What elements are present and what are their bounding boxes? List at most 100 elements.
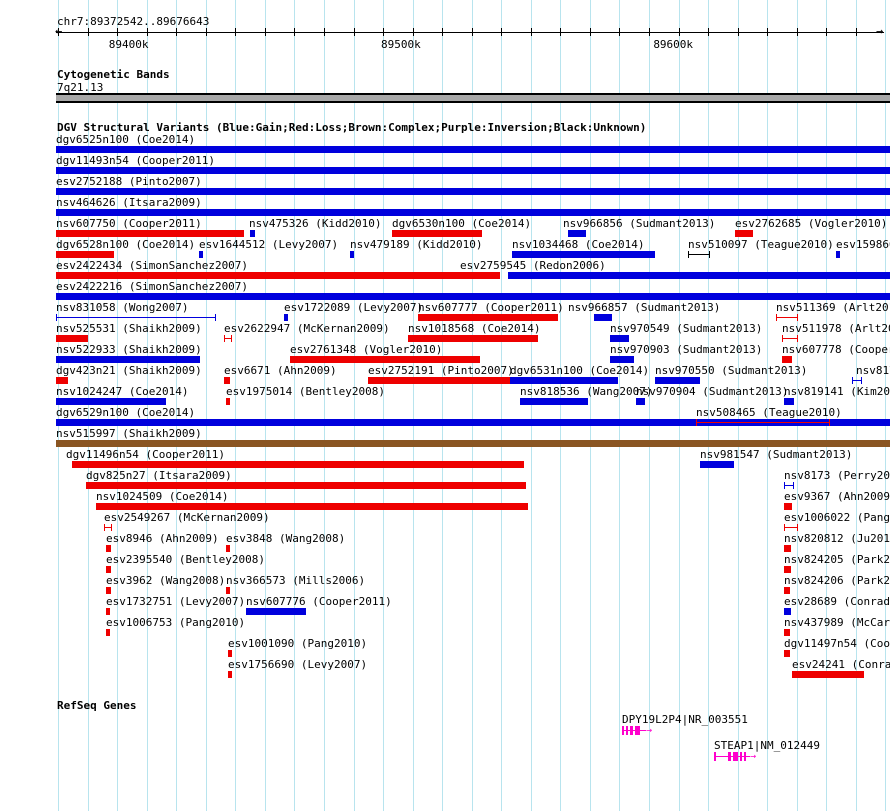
dgv-feature-bar[interactable]	[246, 608, 306, 615]
dgv-feature-bar[interactable]	[784, 566, 791, 573]
dgv-feature-bar[interactable]	[228, 650, 232, 657]
dgv-feature-label: esv6671 (Ahn2009)	[224, 364, 337, 377]
dgv-feature-bar[interactable]	[636, 398, 645, 405]
dgv-feature-bar[interactable]	[776, 314, 798, 321]
dgv-feature-bar[interactable]	[655, 377, 700, 384]
dgv-feature-label: esv3848 (Wang2008)	[226, 532, 346, 545]
dgv-feature-label: esv1598667 (Korbel2007)	[836, 238, 890, 251]
dgv-feature-bar[interactable]	[199, 251, 203, 258]
dgv-feature-bar[interactable]	[56, 314, 216, 321]
gene-exon	[622, 726, 624, 735]
dgv-feature-bar[interactable]	[56, 377, 68, 384]
dgv-feature-bar[interactable]	[56, 440, 890, 447]
dgv-feature-bar[interactable]	[784, 608, 791, 615]
dgv-feature-bar[interactable]	[610, 335, 629, 342]
dgv-feature-bar[interactable]	[610, 356, 634, 363]
dgv-feature-bar[interactable]	[226, 398, 230, 405]
gridline	[619, 0, 620, 811]
dgv-feature-bar[interactable]	[56, 356, 200, 363]
dgv-feature-bar[interactable]	[290, 356, 480, 363]
refseq-gene-model[interactable]: →	[714, 752, 756, 762]
ruler-tick	[324, 28, 325, 36]
dgv-feature-label: nsv464626 (Itsara2009)	[56, 196, 202, 209]
dgv-feature-bar[interactable]	[106, 566, 111, 573]
dgv-feature-bar[interactable]	[696, 419, 830, 426]
dgv-feature-bar[interactable]	[224, 335, 232, 342]
dgv-feature-bar[interactable]	[106, 587, 111, 594]
dgv-feature-label: nsv607778 (Cooper2011)	[782, 343, 890, 356]
dgv-feature-bar[interactable]	[784, 524, 798, 531]
ruler-tick	[206, 28, 207, 36]
dgv-feature-bar[interactable]	[56, 398, 166, 405]
dgv-feature-bar[interactable]	[792, 671, 864, 678]
dgv-feature-bar[interactable]	[56, 293, 890, 300]
dgv-feature-bar[interactable]	[782, 335, 798, 342]
dgv-feature-bar[interactable]	[104, 524, 112, 531]
dgv-feature-bar[interactable]	[226, 587, 230, 594]
dgv-feature-bar[interactable]	[392, 230, 482, 237]
dgv-track-title: DGV Structural Variants (Blue:Gain;Red:L…	[57, 121, 647, 134]
dgv-feature-label: nsv981547 (Sudmant2013)	[700, 448, 853, 461]
dgv-feature-bar[interactable]	[784, 482, 794, 489]
dgv-feature-bar[interactable]	[56, 167, 890, 174]
dgv-feature-label: esv28689 (Conrad2010)	[784, 595, 890, 608]
dgv-feature-bar[interactable]	[56, 251, 114, 258]
dgv-feature-bar[interactable]	[688, 251, 710, 258]
dgv-feature-bar[interactable]	[784, 503, 792, 510]
gridline	[649, 0, 650, 811]
dgv-feature-bar[interactable]	[852, 377, 862, 384]
dgv-feature-bar[interactable]	[284, 314, 288, 321]
dgv-feature-bar[interactable]	[96, 503, 528, 510]
dgv-feature-bar[interactable]	[784, 398, 794, 405]
dgv-feature-bar[interactable]	[418, 314, 558, 321]
dgv-feature-bar[interactable]	[72, 461, 524, 468]
dgv-feature-bar[interactable]	[350, 251, 354, 258]
gridline	[679, 0, 680, 811]
dgv-feature-bar[interactable]	[520, 398, 588, 405]
gene-exon	[740, 752, 742, 761]
dgv-feature-bar[interactable]	[784, 629, 790, 636]
dgv-feature-bar[interactable]	[784, 587, 790, 594]
dgv-feature-bar[interactable]	[250, 230, 255, 237]
refseq-gene-model[interactable]: →	[622, 726, 652, 736]
dgv-feature-bar[interactable]	[56, 230, 244, 237]
dgv-feature-bar[interactable]	[56, 209, 890, 216]
dgv-feature-bar[interactable]	[224, 377, 230, 384]
dgv-feature-bar[interactable]	[226, 545, 230, 552]
dgv-feature-bar[interactable]	[228, 671, 232, 678]
dgv-feature-bar[interactable]	[784, 545, 791, 552]
dgv-feature-bar[interactable]	[735, 230, 753, 237]
dgv-feature-bar[interactable]	[700, 461, 734, 468]
dgv-feature-bar[interactable]	[782, 356, 792, 363]
gridline	[413, 0, 414, 811]
dgv-feature-label: nsv1024509 (Coe2014)	[96, 490, 229, 503]
dgv-feature-bar[interactable]	[784, 650, 790, 657]
dgv-feature-bar[interactable]	[56, 146, 890, 153]
dgv-feature-bar[interactable]	[408, 335, 538, 342]
dgv-feature-bar[interactable]	[106, 545, 111, 552]
ruler-tick	[531, 28, 532, 36]
dgv-feature-bar[interactable]	[56, 188, 890, 195]
dgv-feature-bar[interactable]	[594, 314, 612, 321]
dgv-feature-bar[interactable]	[368, 377, 568, 384]
dgv-feature-label: dgv6528n100 (Coe2014)	[56, 238, 196, 251]
dgv-feature-bar[interactable]	[836, 251, 840, 258]
ruler-tick	[472, 28, 473, 36]
cytogenetic-band-bar[interactable]	[56, 93, 890, 103]
dgv-feature-bar[interactable]	[56, 335, 88, 342]
dgv-feature-label: dgv11497n54 (Cooper2011)	[784, 637, 890, 650]
dgv-feature-bar[interactable]	[56, 419, 890, 426]
dgv-feature-label: dgv423n21 (Shaikh2009)	[56, 364, 202, 377]
gene-exon	[733, 752, 738, 761]
ruler-tick-label-0: 89400k	[108, 38, 149, 51]
dgv-feature-bar[interactable]	[510, 377, 618, 384]
ruler-right-arrow-icon: →	[876, 24, 884, 38]
dgv-feature-bar[interactable]	[86, 482, 526, 489]
dgv-feature-bar[interactable]	[56, 272, 500, 279]
dgv-feature-bar[interactable]	[512, 251, 655, 258]
dgv-feature-bar[interactable]	[508, 272, 890, 279]
dgv-feature-bar[interactable]	[568, 230, 586, 237]
gene-exon	[630, 726, 633, 735]
dgv-feature-bar[interactable]	[106, 629, 110, 636]
dgv-feature-bar[interactable]	[106, 608, 110, 615]
